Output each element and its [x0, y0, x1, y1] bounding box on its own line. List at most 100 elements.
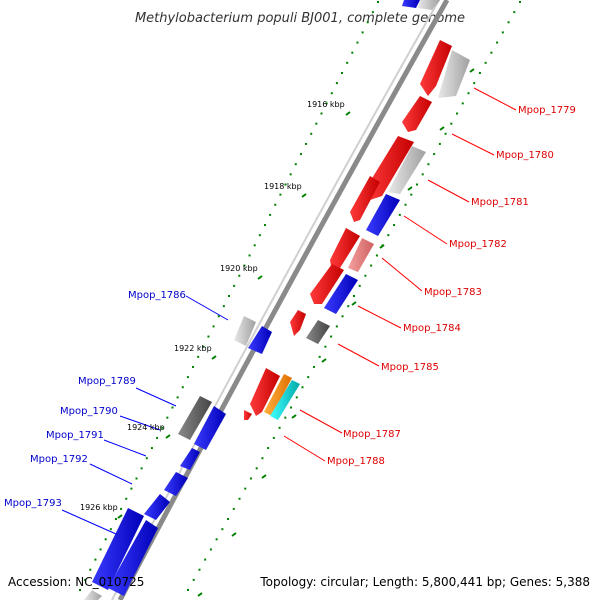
- gene-label-mpop-1790[interactable]: Mpop_1790: [60, 406, 118, 417]
- gene-arrow-red: [330, 228, 360, 272]
- connector-line-red: [357, 305, 402, 329]
- connector-line-red: [403, 215, 448, 245]
- gene-label-mpop-1792[interactable]: Mpop_1792: [30, 454, 88, 465]
- gene-arrow-gray: [234, 316, 256, 346]
- left-tick-dot: [125, 497, 128, 500]
- gene-label-mpop-1782[interactable]: Mpop_1782: [449, 239, 507, 250]
- left-tick-dot: [305, 142, 308, 145]
- right-tick-dot: [227, 518, 230, 521]
- right-tick-dot: [450, 122, 453, 125]
- left-tick-dot: [161, 426, 164, 429]
- backbone-outer-line: [117, 0, 450, 600]
- right-tick-dot: [244, 487, 247, 490]
- left-tick-dot: [171, 406, 174, 409]
- major-tick: [117, 514, 123, 519]
- gene-arrow-blue: [92, 508, 144, 590]
- right-tick-dot: [398, 213, 401, 216]
- gene-arrow-blue: [108, 520, 158, 596]
- right-tick-dot: [427, 163, 430, 166]
- right-tick-dot: [187, 589, 189, 591]
- left-tick-dot: [299, 153, 302, 156]
- left-tick-dot: [325, 102, 328, 105]
- right-tick-dot: [501, 31, 504, 34]
- right-tick-dot: [496, 41, 499, 44]
- left-tick-dot: [109, 528, 112, 531]
- right-tick-dot: [415, 183, 418, 186]
- major-tick: [165, 434, 171, 439]
- left-tick-dot: [258, 234, 261, 237]
- left-tick-dot: [84, 578, 87, 581]
- kbp-label-1918: 1918 kbp: [264, 182, 302, 191]
- right-tick-dot: [375, 254, 378, 257]
- right-tick-dot: [324, 345, 327, 348]
- left-tick-dot: [156, 436, 159, 439]
- left-tick-dot: [222, 305, 225, 308]
- right-tick-dot: [393, 224, 396, 227]
- right-tick-dot: [404, 203, 407, 206]
- gene-label-mpop-1781[interactable]: Mpop_1781: [471, 197, 529, 208]
- major-tick: [439, 126, 445, 131]
- tick-dots: [79, 1, 521, 597]
- left-tick-dot: [120, 507, 123, 510]
- left-tick-dot: [207, 335, 210, 338]
- left-tick-dot: [166, 416, 169, 419]
- right-tick-dot: [198, 568, 201, 571]
- major-tick: [291, 414, 297, 419]
- left-tick-dot: [212, 325, 215, 328]
- major-tick: [407, 186, 413, 191]
- left-tick-dot: [269, 213, 272, 216]
- right-tick-dot: [358, 284, 361, 287]
- right-tick-dot: [209, 548, 212, 551]
- kbp-label-1916: 1916 kbp: [307, 100, 345, 109]
- gene-label-mpop-1789[interactable]: Mpop_1789: [78, 376, 136, 387]
- gene-arrow-blue: [194, 406, 226, 450]
- gene-features: [84, 0, 470, 600]
- gene-label-mpop-1793[interactable]: Mpop_1793: [4, 498, 62, 509]
- right-tick-dot: [221, 528, 224, 531]
- gene-arrow-blue: [366, 194, 400, 236]
- left-tick-dot: [238, 274, 241, 277]
- connector-line-blue: [61, 509, 117, 535]
- gene-arrow-gray: [388, 146, 426, 194]
- gene-arrow-gray: [438, 50, 470, 98]
- gene-arrow-red: [250, 368, 280, 416]
- accession-text: Accession: NC_010725: [8, 575, 144, 589]
- gene-label-mpop-1787[interactable]: Mpop_1787: [343, 429, 401, 440]
- connector-line-red: [299, 409, 343, 434]
- gene-label-mpop-1785[interactable]: Mpop_1785: [381, 362, 439, 373]
- right-tick-dot: [364, 274, 367, 277]
- gene-arrow-gray: [84, 590, 102, 600]
- left-tick-dot: [253, 244, 256, 247]
- right-tick-dot: [461, 102, 464, 105]
- gene-label-mpop-1783[interactable]: Mpop_1783: [424, 287, 482, 298]
- gene-arrow-darkgray: [178, 396, 212, 440]
- left-tick-dot: [79, 589, 81, 591]
- kbp-label-1920: 1920 kbp: [220, 264, 258, 273]
- left-tick-dot: [99, 548, 102, 551]
- gene-label-mpop-1791[interactable]: Mpop_1791: [46, 430, 104, 441]
- left-tick-dot: [279, 193, 282, 196]
- left-tick-dot: [192, 365, 195, 368]
- right-tick-dot: [513, 11, 516, 14]
- connector-line-red: [427, 179, 470, 203]
- left-tick-dot: [243, 264, 246, 267]
- right-tick-dot: [519, 1, 521, 3]
- left-tick-dot: [89, 568, 92, 571]
- gene-label-mpop-1780[interactable]: Mpop_1780: [496, 150, 554, 161]
- gene-label-mpop-1788[interactable]: Mpop_1788: [327, 456, 385, 467]
- left-tick-dot: [186, 376, 189, 379]
- left-tick-dot: [130, 487, 133, 490]
- left-tick-dot: [233, 284, 236, 287]
- major-tick: [351, 301, 357, 306]
- right-tick-dot: [215, 538, 218, 541]
- left-tick-dot: [371, 11, 374, 14]
- right-tick-dot: [478, 71, 481, 74]
- gene-label-mpop-1779[interactable]: Mpop_1779: [518, 105, 576, 116]
- gene-arrow-red: [310, 264, 344, 304]
- gene-label-mpop-1784[interactable]: Mpop_1784: [403, 323, 461, 334]
- right-tick-dot: [347, 305, 350, 308]
- right-tick-dot: [307, 376, 310, 379]
- left-tick-dot: [202, 345, 205, 348]
- gene-label-mpop-1786[interactable]: Mpop_1786: [128, 290, 186, 301]
- major-tick: [261, 474, 267, 479]
